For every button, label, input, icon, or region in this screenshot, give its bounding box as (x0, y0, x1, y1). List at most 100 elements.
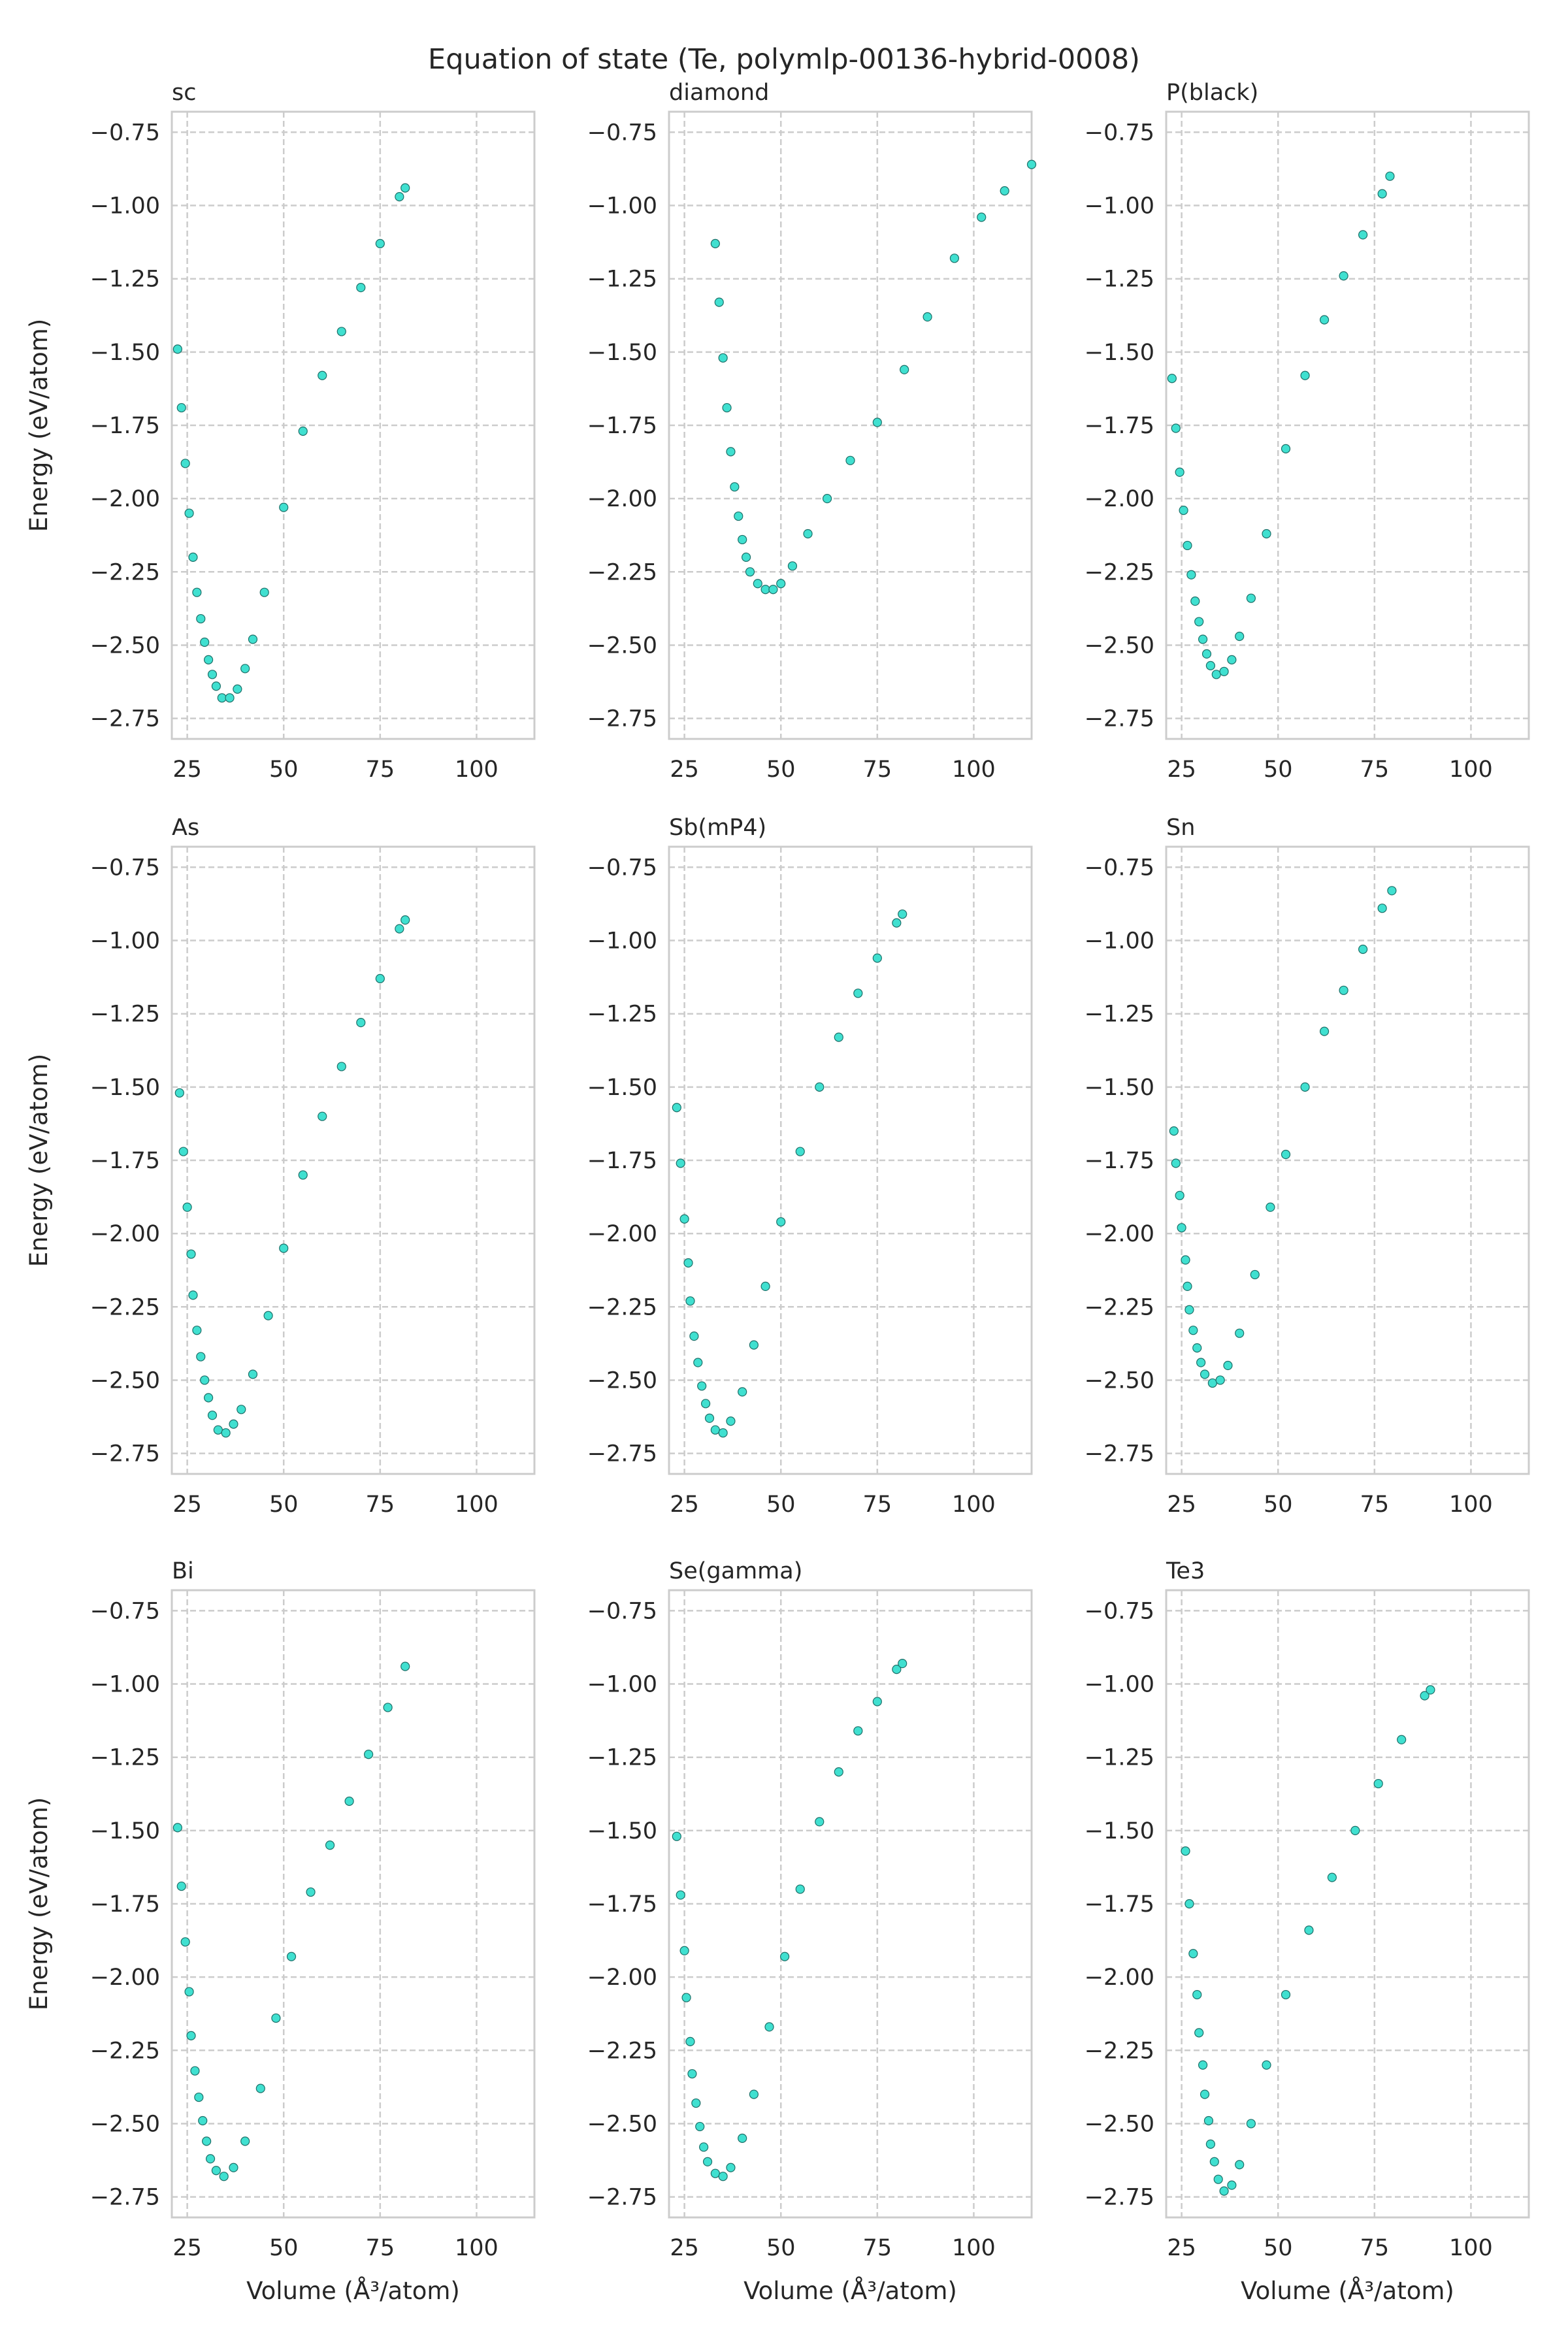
data-point (364, 1750, 374, 1759)
data-point (822, 494, 832, 504)
data-point (1227, 655, 1237, 664)
data-point (1281, 444, 1291, 453)
axes-frame (668, 110, 1033, 740)
axes-background (172, 1590, 534, 2217)
data-point (1026, 159, 1037, 169)
data-point (681, 1993, 691, 2002)
data-point (211, 2166, 221, 2176)
y-tick-label: −2.00 (587, 1221, 657, 1247)
x-tick-label: 50 (766, 1492, 796, 1518)
data-point (356, 283, 366, 293)
data-point (1339, 271, 1348, 281)
axes-background (1166, 112, 1529, 739)
data-point (1350, 1825, 1360, 1835)
data-point (853, 1726, 863, 1736)
x-tick-label: 75 (366, 2235, 395, 2261)
data-point (271, 2013, 281, 2023)
data-point (1215, 1375, 1225, 1385)
x-tick-label: 50 (766, 757, 796, 783)
data-point (1281, 1989, 1291, 2000)
data-point (768, 585, 778, 595)
data-point (1266, 1202, 1275, 1212)
data-point (853, 988, 863, 998)
data-point (672, 1831, 681, 1841)
data-point (1192, 1989, 1202, 2000)
data-point (279, 1243, 289, 1253)
y-tick-label: −0.75 (587, 120, 657, 146)
data-point (672, 1103, 681, 1113)
panel-title: P(black) (1166, 80, 1258, 106)
y-tick-label: −2.75 (587, 706, 657, 732)
data-point (795, 1884, 805, 1894)
axes-frame (171, 110, 536, 740)
data-point (1177, 1223, 1186, 1233)
data-point (1211, 670, 1221, 679)
data-point (192, 587, 202, 597)
x-tick-label: 25 (1167, 757, 1196, 783)
data-point (1235, 1328, 1245, 1338)
figure-title: Equation of state (Te, polymlp-00136-hyb… (428, 43, 1140, 76)
data-point (318, 1111, 327, 1121)
data-point (1377, 189, 1387, 199)
data-point (1387, 886, 1397, 896)
data-point (259, 587, 269, 597)
data-point (184, 1987, 194, 1997)
y-tick-label: −1.00 (90, 193, 160, 220)
panel-title: Sb(mP4) (669, 815, 766, 841)
y-tick-label: −1.00 (587, 1672, 657, 1698)
data-point (207, 1411, 218, 1420)
data-point (1201, 649, 1212, 659)
data-point (722, 402, 732, 413)
y-tick-label: −1.50 (90, 340, 160, 366)
data-point (336, 1062, 346, 1071)
y-tick-label: −2.50 (90, 2111, 160, 2137)
data-point (745, 567, 755, 577)
data-point (898, 1659, 907, 1669)
data-point (760, 1281, 770, 1291)
x-tick-label: 50 (1264, 1492, 1293, 1518)
data-point (176, 1881, 186, 1891)
x-tick-label: 50 (269, 2235, 299, 2261)
data-point (1223, 1360, 1233, 1371)
y-tick-label: −1.75 (587, 1891, 657, 1918)
y-tick-label: −2.25 (1085, 559, 1154, 585)
x-tick-label: 25 (1167, 1492, 1196, 1518)
data-point (1183, 540, 1192, 551)
data-point (200, 1375, 210, 1385)
data-point (949, 253, 960, 263)
y-tick-label: −1.25 (587, 1002, 657, 1028)
data-point (176, 402, 186, 413)
y-tick-label: −1.50 (1085, 1818, 1154, 1844)
data-point (233, 684, 242, 694)
y-tick-label: −2.00 (1085, 1965, 1154, 1991)
data-point (1426, 1685, 1435, 1695)
data-point (1327, 1872, 1337, 1882)
data-point (1179, 505, 1188, 515)
data-point (186, 1249, 196, 1259)
y-axis-label: Energy (eV/atom) (25, 1054, 53, 1267)
data-point (1175, 1190, 1184, 1200)
y-tick-label: −2.75 (1085, 706, 1154, 732)
x-tick-label: 100 (1449, 2235, 1493, 2261)
data-point (679, 1214, 689, 1224)
data-point (225, 693, 235, 703)
x-tick-label: 25 (670, 2235, 699, 2261)
x-tick-label: 25 (172, 757, 202, 783)
y-tick-label: −2.50 (587, 2111, 657, 2137)
data-point (1262, 2060, 1271, 2070)
x-tick-label: 25 (1167, 2235, 1196, 2261)
data-point (1175, 467, 1184, 477)
data-point (892, 918, 902, 928)
data-point (1246, 593, 1256, 603)
panel-diamond: 25 50 75 100 −0.75 −1.00 −1.25 −1.50 −1.75 −2.00 −… (587, 80, 1037, 783)
data-point (1194, 617, 1204, 627)
data-point (764, 2022, 774, 2032)
axes-frame (668, 1589, 1033, 2219)
y-tick-label: −2.50 (1085, 1367, 1154, 1394)
x-tick-label: 25 (172, 1492, 202, 1518)
data-point (738, 2133, 747, 2143)
x-tick-label: 100 (952, 1492, 996, 1518)
data-point (375, 973, 385, 983)
axes-background (172, 847, 534, 1474)
data-point (776, 1217, 786, 1227)
